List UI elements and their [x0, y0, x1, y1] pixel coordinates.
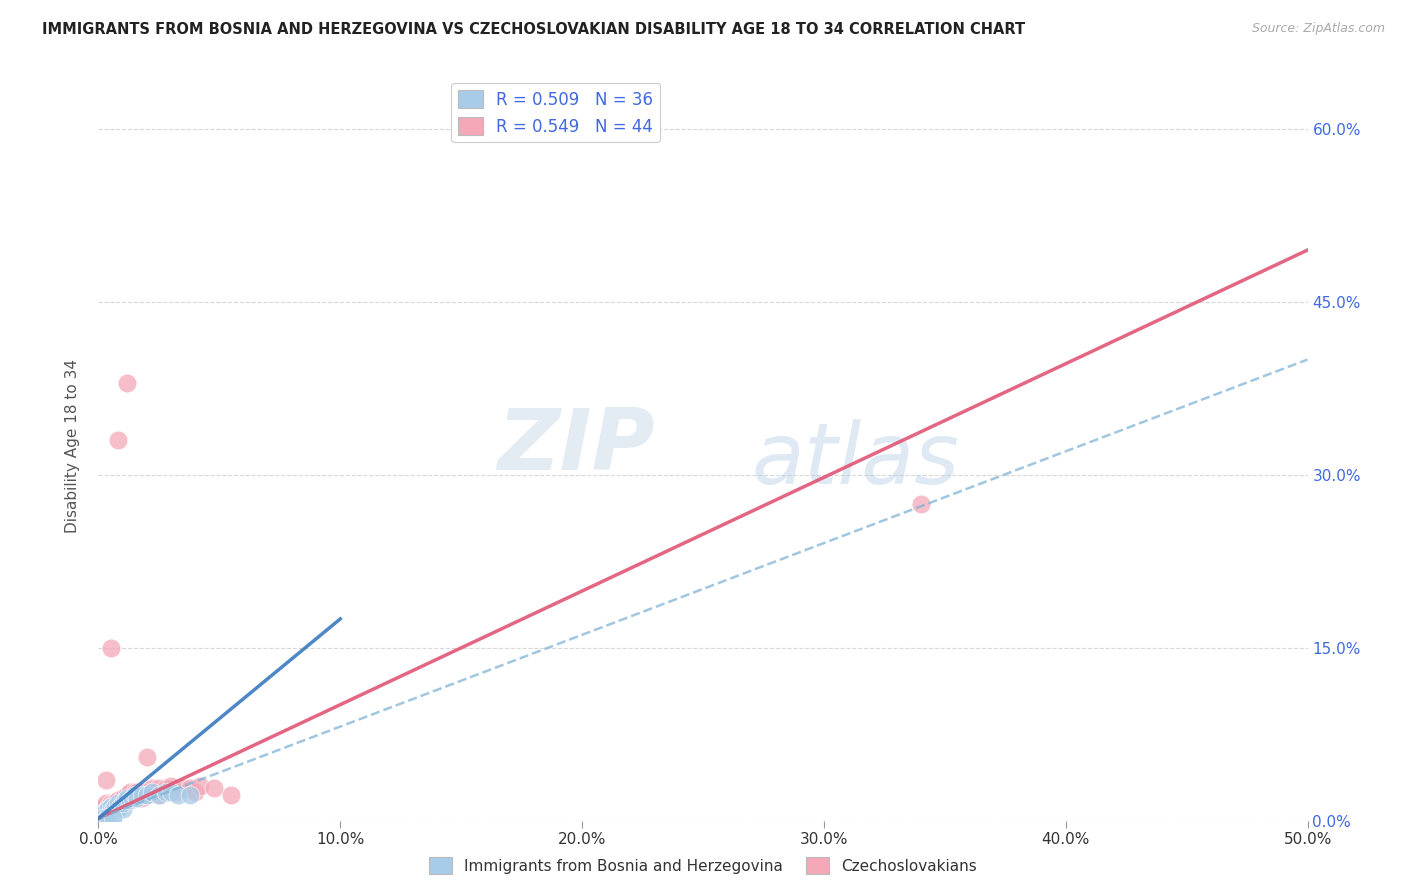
Point: [97, 802, 120, 816]
Point: [127, 785, 149, 799]
Point: [100, 805, 122, 819]
Point: [179, 789, 201, 803]
Point: [94, 809, 117, 823]
Point: [141, 781, 163, 796]
Point: [204, 781, 226, 796]
Point: [90, 802, 112, 816]
Point: [104, 797, 127, 811]
Text: atlas: atlas: [751, 419, 959, 502]
Point: [94, 813, 117, 827]
Point: [100, 799, 122, 814]
Point: [135, 789, 157, 803]
Legend: Immigrants from Bosnia and Herzegovina, Czechoslovakians: Immigrants from Bosnia and Herzegovina, …: [423, 851, 983, 880]
Point: [101, 808, 124, 822]
Point: [97, 802, 120, 816]
Point: [118, 785, 141, 799]
Point: [148, 789, 170, 803]
Point: [160, 779, 183, 793]
Point: [101, 797, 124, 811]
Point: [101, 811, 124, 825]
Text: IMMIGRANTS FROM BOSNIA AND HERZEGOVINA VS CZECHOSLOVAKIAN DISABILITY AGE 18 TO 3: IMMIGRANTS FROM BOSNIA AND HERZEGOVINA V…: [42, 22, 1025, 37]
Point: [124, 789, 146, 803]
Point: [100, 802, 122, 816]
Point: [104, 799, 127, 814]
Point: [148, 789, 170, 803]
Y-axis label: Disability Age 18 to 34: Disability Age 18 to 34: [65, 359, 80, 533]
Point: [94, 797, 117, 811]
Point: [127, 790, 149, 805]
Point: [165, 785, 187, 799]
Point: [91, 808, 114, 822]
Point: [100, 797, 122, 811]
Point: [141, 785, 163, 799]
Point: [91, 805, 114, 820]
Point: [111, 802, 134, 816]
Point: [118, 793, 141, 807]
Point: [107, 793, 129, 807]
Point: [91, 808, 114, 822]
Point: [179, 781, 201, 796]
Point: [121, 790, 143, 805]
Point: [111, 797, 134, 811]
Point: [221, 789, 243, 803]
Point: [111, 790, 134, 805]
Point: [172, 781, 194, 796]
Point: [94, 805, 117, 819]
Legend: R = 0.509   N = 36, R = 0.549   N = 44: R = 0.509 N = 36, R = 0.549 N = 44: [451, 84, 659, 143]
Text: Source: ZipAtlas.com: Source: ZipAtlas.com: [1251, 22, 1385, 36]
Point: [91, 799, 114, 814]
Text: ZIP: ZIP: [496, 404, 655, 488]
Point: [107, 802, 129, 816]
Point: [141, 785, 163, 799]
Point: [131, 785, 153, 799]
Point: [117, 789, 139, 803]
Point: [148, 781, 170, 796]
Point: [107, 434, 129, 448]
Point: [155, 781, 177, 796]
Point: [104, 805, 127, 819]
Point: [131, 789, 153, 803]
Point: [184, 785, 207, 799]
Point: [108, 797, 131, 811]
Point: [135, 750, 157, 764]
Point: [155, 785, 177, 799]
Point: [101, 802, 124, 816]
Point: [124, 789, 146, 803]
Point: [131, 790, 153, 805]
Point: [111, 797, 134, 811]
Point: [97, 806, 120, 821]
Point: [108, 799, 131, 814]
Point: [107, 797, 129, 811]
Point: [97, 799, 120, 814]
Point: [167, 789, 190, 803]
Point: [124, 785, 146, 799]
Point: [188, 779, 211, 793]
Point: [135, 789, 157, 803]
Point: [114, 793, 136, 807]
Point: [94, 773, 117, 788]
Point: [101, 805, 124, 819]
Point: [160, 785, 183, 799]
Point: [100, 640, 122, 655]
Point: [97, 810, 120, 824]
Point: [117, 790, 139, 805]
Point: [910, 497, 932, 511]
Point: [160, 785, 183, 799]
Point: [94, 805, 117, 819]
Point: [90, 810, 112, 824]
Point: [91, 811, 114, 825]
Point: [117, 376, 139, 390]
